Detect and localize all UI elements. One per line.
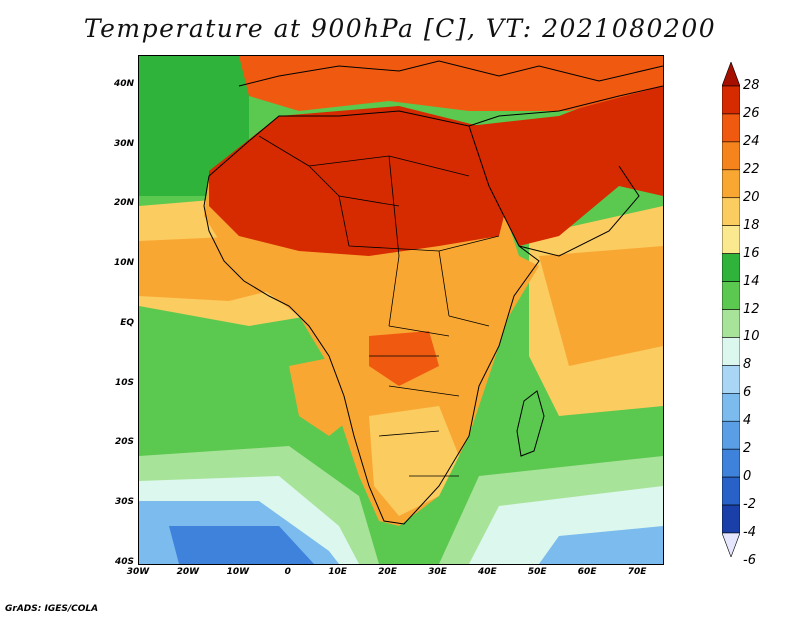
field-europe — [239, 56, 663, 111]
colorbar-tick-label: 20 — [743, 189, 760, 205]
colorbar-cap-bottom — [722, 532, 740, 557]
lon-tick-label: 30W — [126, 567, 150, 577]
colorbar-swatch — [722, 253, 740, 282]
colorbar-tick-label: 6 — [743, 385, 752, 401]
colorbar-tick-label: -6 — [743, 552, 756, 568]
lon-tick-label: 20W — [176, 567, 200, 577]
colorbar — [722, 62, 740, 557]
temperature-map — [139, 56, 663, 564]
field-namib — [289, 356, 354, 436]
colorbar-swatch — [722, 169, 740, 199]
coastline-arabia — [468, 85, 663, 257]
colorbar-swatch — [722, 476, 740, 506]
colorbar-tick-label: 8 — [743, 357, 752, 373]
lon-tick-label: 70E — [627, 567, 647, 577]
colorbar-swatch — [722, 420, 740, 450]
lon-tick-label: 50E — [527, 567, 547, 577]
lon-tick-label: 60E — [577, 567, 597, 577]
colorbar-swatch — [722, 365, 740, 394]
lon-tick-label: 40E — [477, 567, 497, 577]
colorbar-swatch — [722, 113, 740, 143]
lon-tick-label: 30E — [428, 567, 447, 577]
field-indian-ocean-2 — [539, 246, 663, 366]
colorbar-tick-label: 18 — [743, 217, 760, 233]
lat-tick-label: 20N — [113, 198, 134, 209]
field-south-atlantic-4 — [169, 526, 314, 564]
colorbar-tick-label: -4 — [743, 525, 756, 540]
colorbar-tick-label: 14 — [743, 273, 760, 289]
lat-tick-label: 30S — [114, 497, 134, 508]
colorbar-tick-label: 0 — [743, 469, 752, 485]
colorbar-tick-label: 2 — [743, 441, 752, 457]
colorbar-tick-label: -2 — [743, 497, 756, 513]
coastline-europe — [238, 60, 663, 87]
plot-title: Temperature at 900hPa [C], VT: 202108020… — [83, 14, 717, 43]
lat-tick-label: 10N — [113, 258, 134, 269]
country-borders — [258, 135, 500, 477]
lon-tick-label: 10W — [226, 567, 250, 577]
lat-tick-label: 10S — [114, 377, 134, 388]
colorbar-swatch — [722, 309, 740, 338]
colorbar-swatch — [722, 448, 740, 478]
field-south-indian-3 — [539, 526, 663, 564]
lon-tick-label: 10E — [328, 567, 347, 577]
colorbar-tick-label: 16 — [743, 245, 760, 261]
lat-tick-label: 30N — [113, 138, 134, 149]
colorbar-swatch — [722, 393, 740, 422]
colorbar-swatch — [722, 225, 740, 254]
colorbar-tick-label: 10 — [743, 329, 760, 345]
colorbar-tick-label: 28 — [743, 78, 760, 93]
lon-tick-label: 20E — [378, 567, 397, 577]
colorbar-swatch — [722, 281, 740, 310]
lat-tick-label: 20S — [114, 437, 134, 448]
colorbar-swatch — [722, 141, 740, 171]
colorbar-cap-top — [722, 62, 740, 87]
colorbar-tick-label: 22 — [743, 161, 760, 177]
colorbar-tick-label: 26 — [743, 105, 760, 121]
lat-tick-label: EQ — [120, 317, 134, 328]
colorbar-swatch — [722, 337, 740, 366]
colorbar-swatch — [722, 504, 740, 534]
colorbar-tick-label: 4 — [743, 413, 752, 429]
map-panel — [138, 55, 664, 565]
coastline-africa — [203, 110, 540, 525]
colorbar-tick-label: 12 — [743, 301, 760, 317]
coastline-madagascar — [516, 390, 545, 457]
credit-text: GrADS: IGES/COLA — [5, 604, 99, 614]
lat-tick-label: 40N — [113, 78, 134, 89]
field-arabia — [469, 76, 663, 246]
field-congo-hotspot — [369, 331, 439, 386]
field-sahara — [209, 106, 509, 256]
colorbar-swatch — [722, 85, 740, 115]
lon-tick-label: 0 — [284, 567, 291, 577]
colorbar-tick-label: 24 — [743, 133, 760, 149]
colorbar-swatch — [722, 197, 740, 226]
lat-tick-label: 40S — [114, 557, 134, 567]
